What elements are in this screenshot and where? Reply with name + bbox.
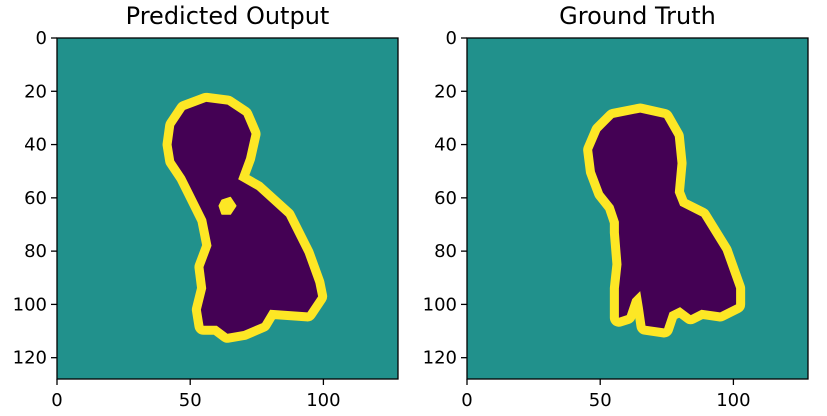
ground-truth-y-tick-label-60: 60 [434,188,457,209]
predicted-y-tick-label-20: 20 [24,81,47,102]
predicted-y-tick-label-100: 100 [13,294,47,315]
predicted-object-region [171,101,319,334]
ground-truth-object-region [592,112,737,329]
ground-truth-y-tick-label-0: 0 [446,28,457,49]
predicted-y-tick-label-80: 80 [24,241,47,262]
predicted-y-tick-label-120: 120 [13,348,47,369]
ground-truth-title: Ground Truth [559,2,716,30]
predicted-y-tick-label-0: 0 [36,28,47,49]
ground-truth-y-tick-label-80: 80 [434,241,457,262]
ground-truth-x-tick-label-0: 0 [461,390,472,411]
predicted-y-tick-label-40: 40 [24,135,47,156]
ground-truth-y-tick-label-40: 40 [434,135,457,156]
predicted-x-tick-label-50: 50 [179,390,202,411]
predicted-title: Predicted Output [126,2,330,30]
predicted-output-panel: Predicted Output 0 50 100 0 20 40 60 80 100 120 [13,2,399,411]
ground-truth-y-tick-label-100: 100 [423,294,457,315]
predicted-image [57,38,398,379]
ground-truth-y-tick-label-120: 120 [423,348,457,369]
ground-truth-x-tick-label-50: 50 [589,390,612,411]
predicted-x-tick-label-0: 0 [51,390,62,411]
ground-truth-x-tick-label-100: 100 [716,390,750,411]
predicted-boundary-spot [218,196,237,215]
ground-truth-y-tick-label-20: 20 [434,81,457,102]
predicted-y-tick-label-60: 60 [24,188,47,209]
ground-truth-axes-frame [466,37,809,380]
ground-truth-image [467,38,808,379]
predicted-axes-frame [56,37,399,380]
ground-truth-panel: Ground Truth 0 50 100 0 20 40 60 80 100 120 [423,2,809,411]
predicted-x-tick-label-100: 100 [306,390,340,411]
